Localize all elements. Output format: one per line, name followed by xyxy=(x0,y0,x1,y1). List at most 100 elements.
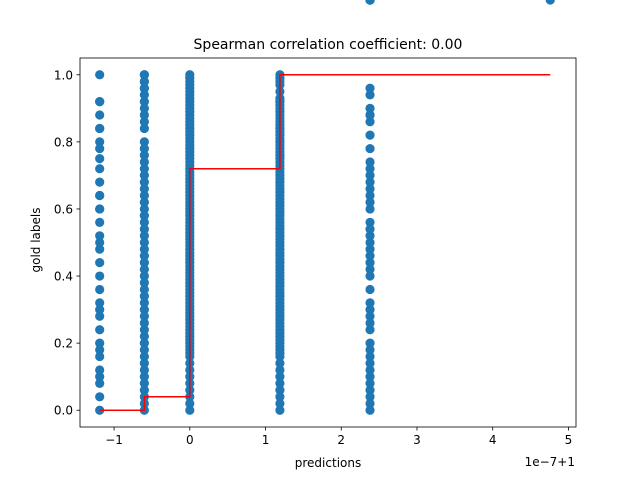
scatter-point xyxy=(275,194,285,204)
scatter-point xyxy=(139,90,149,100)
scatter-point xyxy=(275,301,285,311)
scatter-point xyxy=(365,244,375,254)
scatter-point xyxy=(139,311,149,321)
scatter-point xyxy=(365,83,375,93)
scatter-point xyxy=(95,345,105,355)
scatter-point xyxy=(365,0,375,5)
scatter-point xyxy=(95,177,105,187)
scatter-point xyxy=(365,224,375,234)
scatter-point xyxy=(139,97,149,107)
scatter-point xyxy=(365,385,375,395)
scatter-point xyxy=(139,143,149,154)
scatter-point xyxy=(95,143,105,154)
scatter-point xyxy=(185,160,195,170)
scatter-point xyxy=(95,284,105,295)
scatter-point xyxy=(275,294,285,305)
scatter-point xyxy=(275,254,285,264)
scatter-point xyxy=(139,345,149,355)
scatter-point xyxy=(275,227,285,238)
scatter-point xyxy=(365,157,375,167)
scatter-point xyxy=(139,264,149,274)
scatter-point xyxy=(185,398,195,409)
scatter-point xyxy=(365,258,375,268)
scatter-point xyxy=(95,392,105,402)
scatter-point xyxy=(95,378,105,388)
scatter-point xyxy=(275,398,285,409)
scatter-point xyxy=(365,117,375,127)
scatter-point xyxy=(139,150,149,160)
scatter-point xyxy=(139,351,149,362)
scatter-point xyxy=(275,288,285,298)
scatter-point xyxy=(275,385,285,395)
scatter-point xyxy=(275,234,285,244)
scatter-point xyxy=(365,231,375,241)
scatter-point xyxy=(139,304,149,315)
axes-frame xyxy=(79,57,577,428)
x-tick-label: −1 xyxy=(105,433,123,447)
x-tick-label: 2 xyxy=(337,433,345,447)
scatter-point xyxy=(139,372,149,382)
scatter-point xyxy=(95,154,105,164)
scatter-point xyxy=(95,372,105,382)
scatter-point xyxy=(365,271,375,281)
scatter-point xyxy=(185,120,195,130)
scatter-point xyxy=(95,123,105,134)
scatter-point xyxy=(185,70,195,80)
scatter-point xyxy=(365,298,375,308)
scatter-point xyxy=(365,358,375,368)
scatter-point xyxy=(365,284,375,295)
scatter-point xyxy=(185,113,195,123)
scatter-point xyxy=(275,405,285,415)
scatter-point xyxy=(365,103,375,113)
scatter-point xyxy=(95,204,105,214)
scatter-point xyxy=(365,345,375,355)
scatter-point xyxy=(139,278,149,288)
scatter-point xyxy=(139,331,149,342)
scatter-point xyxy=(139,184,149,194)
y-tick-label: 1.0 xyxy=(54,68,73,82)
scatter-point xyxy=(365,338,375,348)
scatter-point xyxy=(365,217,375,227)
scatter-point xyxy=(95,231,105,241)
scatter-point xyxy=(275,308,285,318)
scatter-point xyxy=(139,204,149,214)
scatter-point xyxy=(365,190,375,201)
scatter-point xyxy=(275,268,285,278)
x-offset-label: 1e−7+1 xyxy=(525,455,575,469)
scatter-point xyxy=(365,351,375,362)
scatter-point xyxy=(365,170,375,181)
scatter-point xyxy=(275,261,285,271)
scatter-point xyxy=(139,157,149,167)
y-tick-label: 0.8 xyxy=(54,135,73,149)
scatter-point xyxy=(365,110,375,120)
scatter-point xyxy=(95,311,105,321)
x-axis-label: predictions xyxy=(295,456,361,470)
scatter-point xyxy=(139,271,149,281)
scatter-point xyxy=(185,76,195,87)
scatter-point xyxy=(275,281,285,291)
scatter-point xyxy=(139,170,149,181)
scatter-point xyxy=(275,328,285,338)
scatter-point xyxy=(185,133,195,144)
scatter-point xyxy=(139,365,149,375)
scatter-point xyxy=(185,140,195,150)
scatter-point xyxy=(139,237,149,248)
scatter-point xyxy=(365,325,375,335)
scatter-point xyxy=(275,392,285,402)
scatter-point xyxy=(139,358,149,368)
scatter-point xyxy=(365,177,375,187)
x-tick-label: 5 xyxy=(565,433,573,447)
y-tick-label: 0.4 xyxy=(54,270,73,284)
scatter-point xyxy=(185,83,195,93)
scatter-point xyxy=(95,110,105,120)
y-axis-label: gold labels xyxy=(29,208,43,273)
scatter-point xyxy=(139,231,149,241)
scatter-point xyxy=(139,224,149,234)
scatter-point xyxy=(275,247,285,258)
scatter-point xyxy=(139,325,149,335)
scatter-point xyxy=(139,217,149,227)
scatter-point xyxy=(545,0,555,5)
scatter-point xyxy=(139,117,149,127)
scatter-point xyxy=(365,143,375,154)
